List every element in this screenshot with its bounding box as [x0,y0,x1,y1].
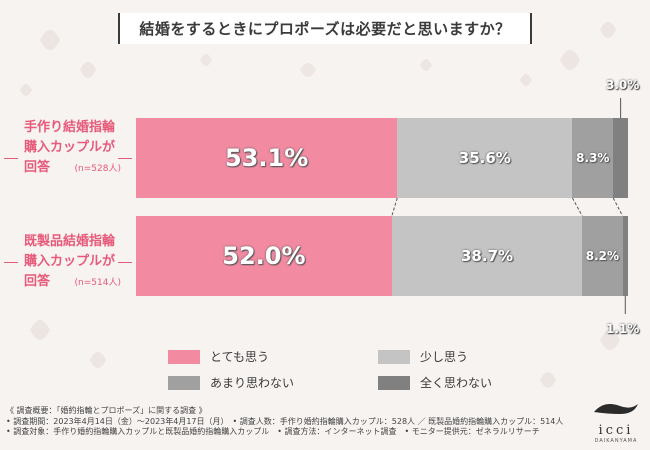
legend-item-amari: あまり思わない [168,374,294,391]
legend-item-totemo: とても思う [168,348,269,365]
connector-line-2 [612,197,624,217]
logo-mark-icon [594,404,638,414]
bar-0-segment-totemo: 53.1% [136,118,398,198]
category-1-line-1: 既製品結婚指輪 [24,234,116,249]
label-sukoshi-0: 35.6% [458,149,511,167]
logo-subtext: DAIKANYAMA [594,438,638,444]
label-sukoshi-1: 38.7% [461,247,514,265]
category-0-dash-right [118,158,132,159]
bar-1-segment-sukoshi: 38.7% [391,216,583,296]
category-1-line-2: 購入カップルが [24,254,116,269]
chart-title: 結婚をするときにプロポーズは必要だと思いますか？ [118,13,532,44]
category-label-0: 手作り結婚指輪 購入カップルが 回答 (n=528人) [4,118,134,179]
category-1-dash-left [4,262,18,263]
category-label-1: 既製品結婚指輪 購入カップルが 回答 (n=514人) [4,232,134,293]
category-0-line-3: 回答 [24,160,51,175]
legend-swatch-mattaku [378,375,410,390]
category-0-line-2: 購入カップルが [24,140,116,155]
legend-label-totemo: とても思う [210,350,270,364]
category-0-dash-left [4,158,18,159]
legend-swatch-sukoshi [378,349,410,364]
legend-label-amari: あまり思わない [210,376,295,390]
legend-swatch-amari [168,375,200,390]
label-mattaku-1: 1.1% [606,322,640,336]
connector-lines [391,98,626,314]
label-totemo-1: 52.0% [222,242,306,270]
category-0-n: (n=528人) [74,164,121,174]
legend-label-mattaku: 全く思わない [420,376,493,390]
category-0-line-1: 手作り結婚指輪 [24,120,116,135]
bar-0-segment-sukoshi: 35.6% [397,118,573,198]
category-1-line-3: 回答 [24,274,51,289]
logo-text: icci [598,423,634,438]
legend-label-sukoshi: 少し思う [420,350,469,364]
bar-0: 53.1% 35.6% 8.3% [136,118,628,198]
label-amari-0: 8.3% [576,151,610,165]
bar-0-segment-amari: 8.3% [572,118,614,198]
bar-1-segment-totemo: 52.0% [136,216,392,296]
survey-notes: 《 調査概要：「婚約指輪とプロポーズ」に関する調査 》 • 調査期間：2023年… [6,406,566,438]
connector-line-0 [391,197,398,217]
legend-swatch-totemo [168,349,200,364]
label-totemo-0: 53.1% [224,144,309,172]
note-line-0: 《 調査概要：「婚約指輪とプロポーズ」に関する調査 》 [6,406,207,415]
label-mattaku-0: 3.0% [606,78,640,92]
note-line-2: • 調査対象：手作り婚約指輪購入カップルと既製品婚約指輪購入カップル • 調査方… [6,427,540,436]
stacked-bar-plot: 53.1% 35.6% 8.3% 52.0% 38.7% 8.2% [136,98,628,316]
legend: とても思う 少し思う あまり思わない 全く思わない [168,348,608,398]
legend-item-sukoshi: 少し思う [378,348,468,365]
bar-1: 52.0% 38.7% 8.2% [136,216,628,296]
connector-line-1 [571,197,583,217]
category-1-dash-right [118,262,132,263]
label-amari-1: 8.2% [585,249,620,263]
category-1-n: (n=514人) [74,278,121,288]
note-line-1: • 調査期間：2023年4月14日（金）〜2023年4月17日（月） • 調査人… [6,416,564,426]
bar-1-segment-mattaku [622,216,628,296]
bar-0-segment-mattaku [613,118,628,198]
icci-logo: icci DAIKANYAMA [586,398,646,448]
bar-1-segment-amari: 8.2% [582,216,623,296]
legend-item-mattaku: 全く思わない [378,374,492,391]
